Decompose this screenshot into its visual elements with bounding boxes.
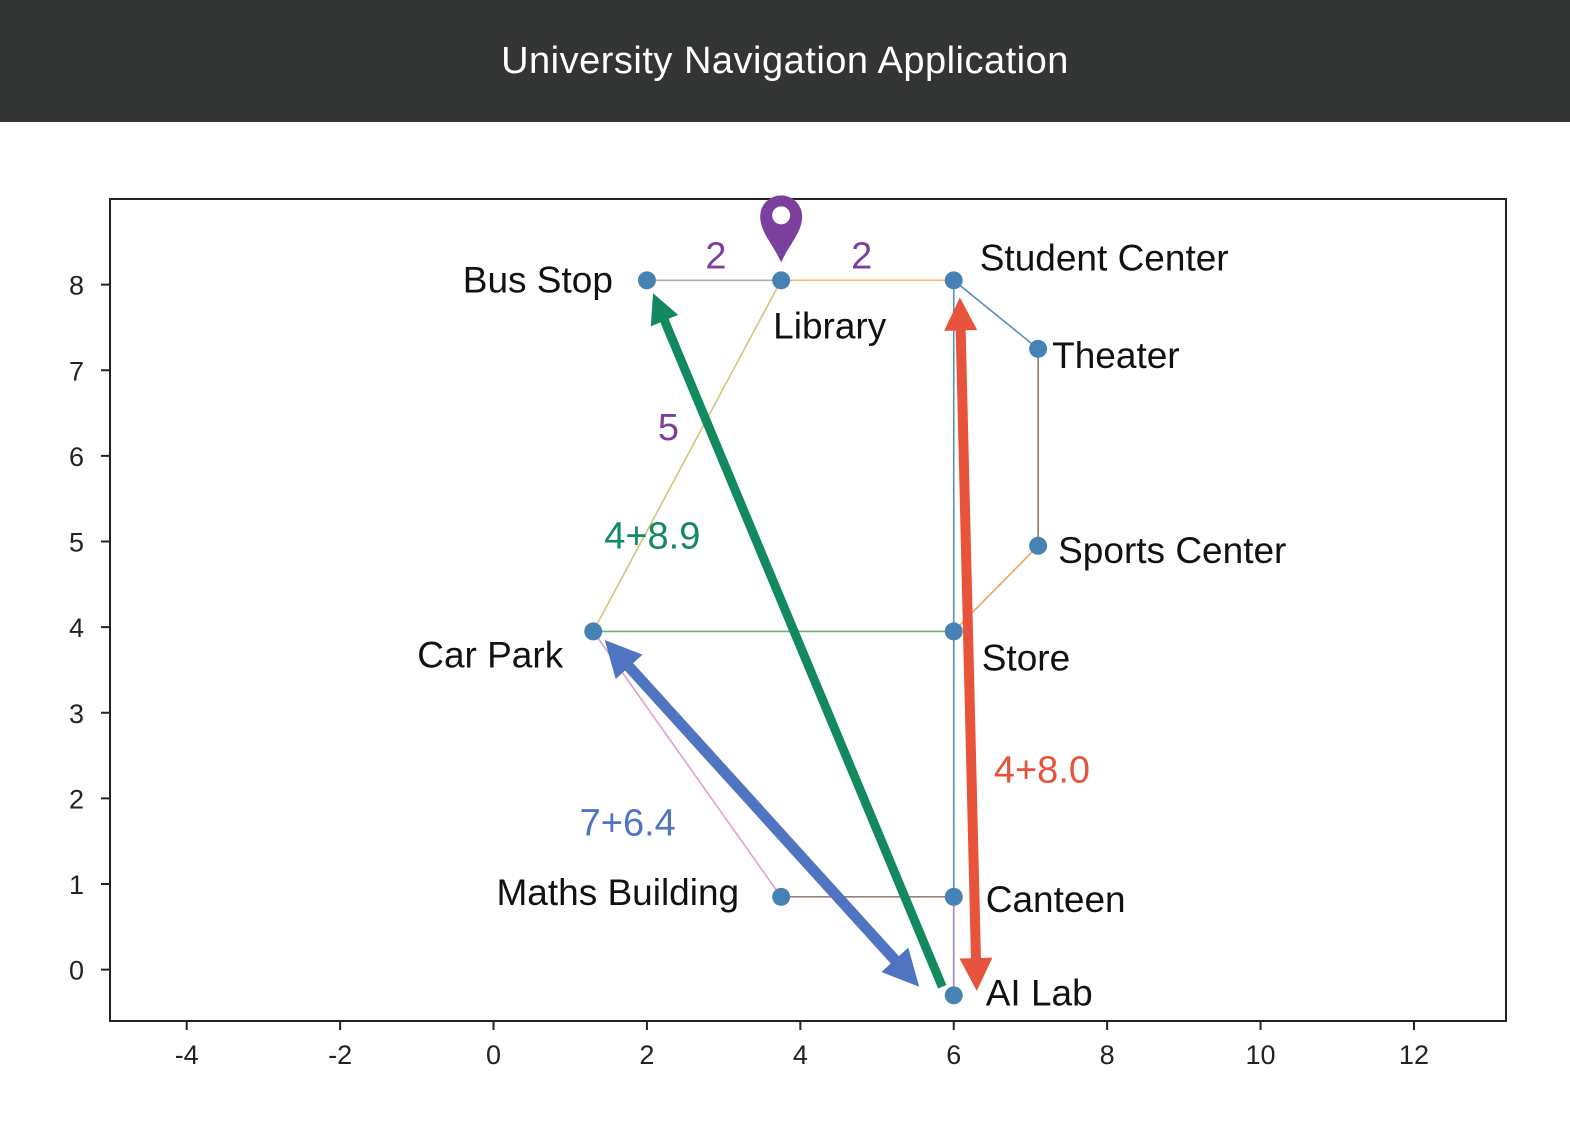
route_red-cost-label: 4+8.0: [994, 749, 1090, 791]
path-edges: [592, 279, 1039, 996]
node-label-maths_building: Maths Building: [496, 872, 739, 913]
route_red-head-start: [959, 957, 993, 992]
y-tick-label: 3: [69, 699, 84, 729]
edge-student_center-theater: [953, 279, 1039, 350]
location-nodes: [584, 271, 1048, 1005]
plot-frame: [109, 198, 1507, 1022]
node-ai_lab[interactable]: [944, 986, 963, 1005]
y-tick-label: 6: [69, 442, 84, 472]
map-pin-hole: [772, 206, 791, 225]
x-tick-label: -2: [328, 1040, 352, 1070]
node-car_park[interactable]: [584, 622, 603, 641]
route_red-shaft: [955, 327, 982, 962]
edge-car_park-maths_building: [592, 630, 782, 898]
route_blue-cost-label: 7+6.4: [580, 802, 676, 844]
x-tick-label: 4: [793, 1040, 808, 1070]
node-label-sports_center: Sports Center: [1058, 530, 1286, 571]
x-tick-label: 0: [486, 1040, 501, 1070]
x-tick-label: 6: [946, 1040, 961, 1070]
current-location-marker: [760, 195, 803, 263]
node-library[interactable]: [772, 271, 791, 290]
node-bus_stop[interactable]: [637, 271, 656, 290]
text-labels: 4+8.9 4+8.0 7+6.4 Bus Stop Library Student Ce…: [417, 236, 1286, 1014]
node-label-theater: Theater: [1052, 335, 1180, 376]
node-label-bus_stop: Bus Stop: [463, 259, 613, 300]
y-tick-label: 4: [69, 613, 84, 643]
node-label-ai_lab: AI Lab: [986, 972, 1093, 1013]
x-tick-label: 12: [1399, 1040, 1429, 1070]
y-tick-label: 7: [69, 356, 84, 386]
x-tick-label: 10: [1246, 1040, 1276, 1070]
route_red-head-end: [944, 297, 978, 331]
x-tick-label: -4: [175, 1040, 199, 1070]
app-title: University Navigation Application: [501, 39, 1069, 82]
x-tick-label: 2: [639, 1040, 654, 1070]
node-student_center[interactable]: [944, 271, 963, 290]
route_green-head-end: [650, 293, 679, 327]
route_blue-shaft: [622, 660, 902, 967]
edge-library-car_park: [592, 279, 782, 632]
y-tick-label: 8: [69, 271, 84, 301]
node-theater[interactable]: [1029, 339, 1048, 358]
edge-weight-label: 2: [705, 236, 726, 278]
y-tick-label: 2: [69, 784, 84, 814]
route-arrows: [604, 293, 993, 992]
node-canteen[interactable]: [944, 887, 963, 906]
route_blue-head-end: [881, 947, 920, 987]
edge-weight-label: 2: [851, 236, 872, 278]
node-maths_building[interactable]: [772, 887, 791, 906]
node-label-car_park: Car Park: [417, 634, 563, 675]
node-label-store: Store: [982, 637, 1070, 678]
y-tick-label: 5: [69, 528, 84, 558]
node-label-canteen: Canteen: [986, 879, 1126, 920]
y-tick-label: 1: [69, 870, 84, 900]
route_green-shaft: [659, 316, 947, 989]
route_blue-head-start: [604, 639, 643, 680]
x-tick-label: 8: [1100, 1040, 1115, 1070]
node-sports_center[interactable]: [1029, 536, 1048, 555]
map-pin-icon: [760, 195, 803, 263]
node-label-library: Library: [773, 305, 887, 346]
y-tick-label: 0: [69, 956, 84, 986]
node-store[interactable]: [944, 622, 963, 641]
node-label-student_center: Student Center: [980, 237, 1229, 278]
route_green-cost-label: 4+8.9: [604, 516, 700, 558]
title-bar: University Navigation Application: [0, 0, 1570, 122]
edge-weight-label: 5: [658, 407, 679, 449]
